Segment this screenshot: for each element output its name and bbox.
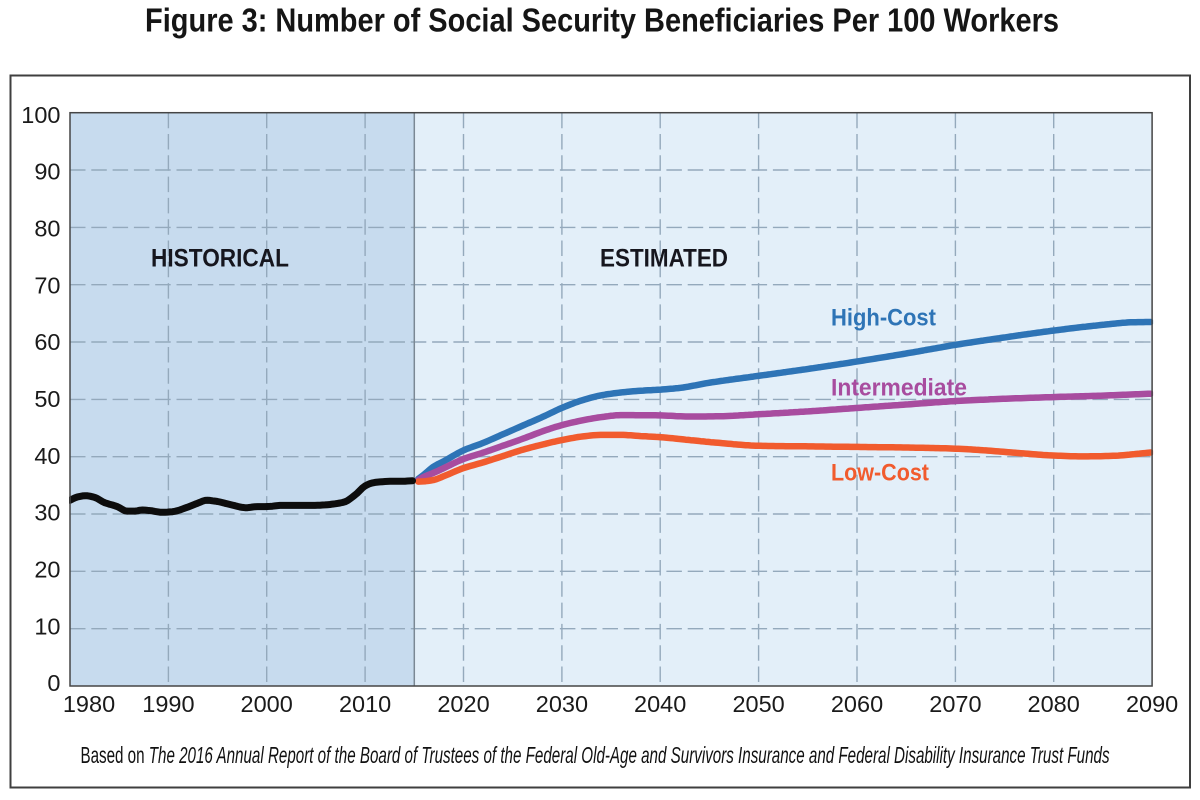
svg-text:20: 20 — [34, 557, 60, 583]
svg-text:2040: 2040 — [634, 691, 686, 717]
svg-text:ESTIMATED: ESTIMATED — [600, 244, 728, 272]
svg-text:100: 100 — [21, 102, 60, 128]
svg-text:2070: 2070 — [929, 691, 981, 717]
svg-text:40: 40 — [34, 443, 60, 469]
svg-text:High-Cost: High-Cost — [831, 303, 936, 330]
svg-text:80: 80 — [34, 216, 60, 242]
svg-text:30: 30 — [34, 500, 60, 526]
svg-text:2020: 2020 — [437, 691, 489, 717]
svg-text:HISTORICAL: HISTORICAL — [151, 244, 289, 272]
svg-text:2030: 2030 — [536, 691, 588, 717]
svg-text:Figure 3: Number of Social Sec: Figure 3: Number of Social Security Bene… — [145, 2, 1059, 39]
svg-text:2080: 2080 — [1028, 691, 1080, 717]
svg-text:2060: 2060 — [831, 691, 883, 717]
svg-text:90: 90 — [34, 159, 60, 185]
svg-text:2050: 2050 — [732, 691, 784, 717]
svg-text:Based on The 2016 Annual Repor: Based on The 2016 Annual Report of the B… — [80, 743, 1109, 769]
svg-text:2000: 2000 — [241, 691, 293, 717]
svg-text:50: 50 — [34, 386, 60, 412]
svg-text:Intermediate: Intermediate — [831, 375, 967, 402]
svg-text:2010: 2010 — [339, 691, 391, 717]
svg-text:Low-Cost: Low-Cost — [831, 458, 929, 486]
svg-text:60: 60 — [34, 329, 60, 355]
svg-text:2090: 2090 — [1126, 691, 1178, 717]
svg-text:1980: 1980 — [63, 691, 115, 717]
svg-text:0: 0 — [47, 670, 60, 696]
svg-text:1990: 1990 — [142, 691, 194, 717]
svg-text:70: 70 — [34, 272, 60, 298]
svg-text:10: 10 — [34, 613, 60, 639]
